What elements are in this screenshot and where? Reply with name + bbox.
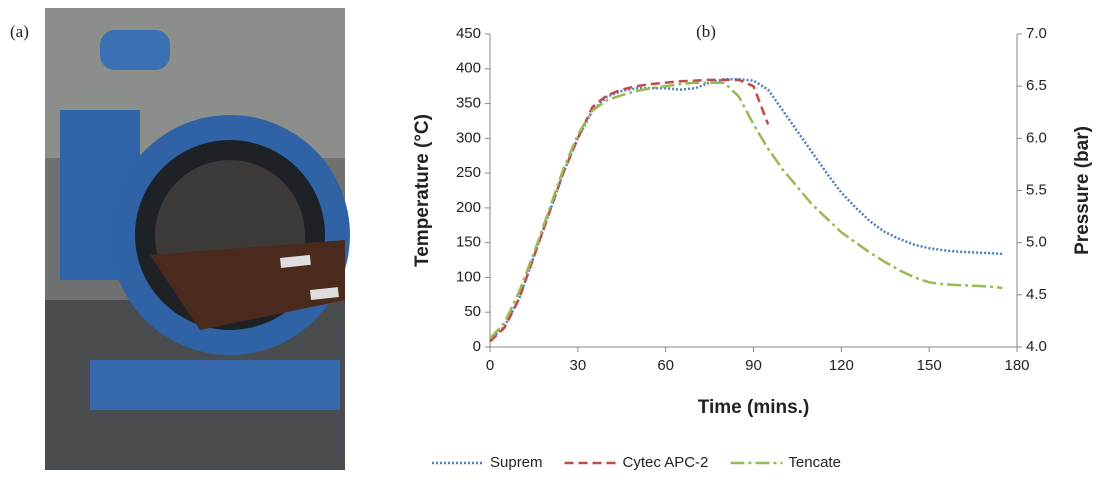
x-tick-label: 60 — [657, 357, 674, 374]
photo — [45, 8, 350, 470]
x-tick-label: 120 — [829, 357, 854, 374]
y2-axis-title: Pressure (bar) — [1072, 126, 1093, 255]
y-tick-label: 400 — [456, 60, 481, 77]
y2-tick-label: 6.5 — [1026, 77, 1047, 94]
series-line — [489, 78, 770, 343]
series-line — [489, 77, 1003, 341]
y2-tick-label: 4.0 — [1026, 338, 1047, 355]
y-tick-label: 100 — [456, 268, 481, 285]
y2-tick-label: 6.0 — [1026, 129, 1047, 146]
y-tick-label: 200 — [456, 199, 481, 216]
y-tick-label: 250 — [456, 164, 481, 181]
y2-tick-label: 5.5 — [1026, 181, 1047, 198]
y2-tick-label: 7.0 — [1026, 25, 1047, 42]
y-tick-label: 350 — [456, 95, 481, 112]
y-axis-title: Temperature (°C) — [412, 114, 433, 267]
y2-tick-label: 5.0 — [1026, 234, 1047, 251]
x-tick-label: 90 — [745, 357, 762, 374]
panel-label: (b) — [696, 22, 716, 41]
y-tick-label: 300 — [456, 129, 481, 146]
x-tick-label: 30 — [569, 357, 586, 374]
legend-label: Tencate — [788, 454, 841, 471]
legend-label: Cytec APC-2 — [623, 454, 709, 471]
x-axis-title: Time (mins.) — [698, 397, 810, 418]
y-tick-label: 450 — [456, 25, 481, 42]
y-tick-label: 0 — [473, 338, 481, 355]
x-tick-label: 0 — [486, 357, 494, 374]
panel-label: (a) — [10, 22, 29, 41]
legend-label: Suprem — [490, 454, 543, 471]
series-line — [489, 81, 1003, 340]
y-tick-label: 150 — [456, 234, 481, 251]
x-tick-label: 180 — [1004, 357, 1029, 374]
y2-tick-label: 4.5 — [1026, 286, 1047, 303]
x-tick-label: 150 — [917, 357, 942, 374]
y-tick-label: 50 — [464, 303, 481, 320]
